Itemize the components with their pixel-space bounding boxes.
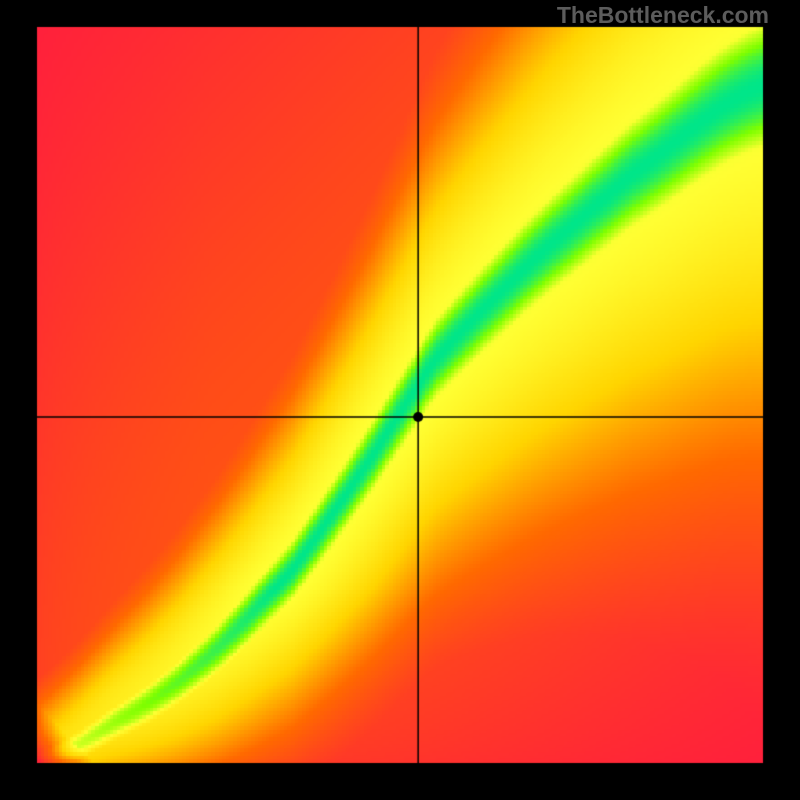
watermark-text: TheBottleneck.com: [557, 2, 769, 29]
chart-container: TheBottleneck.com: [0, 0, 800, 800]
heatmap-canvas: [0, 0, 800, 800]
